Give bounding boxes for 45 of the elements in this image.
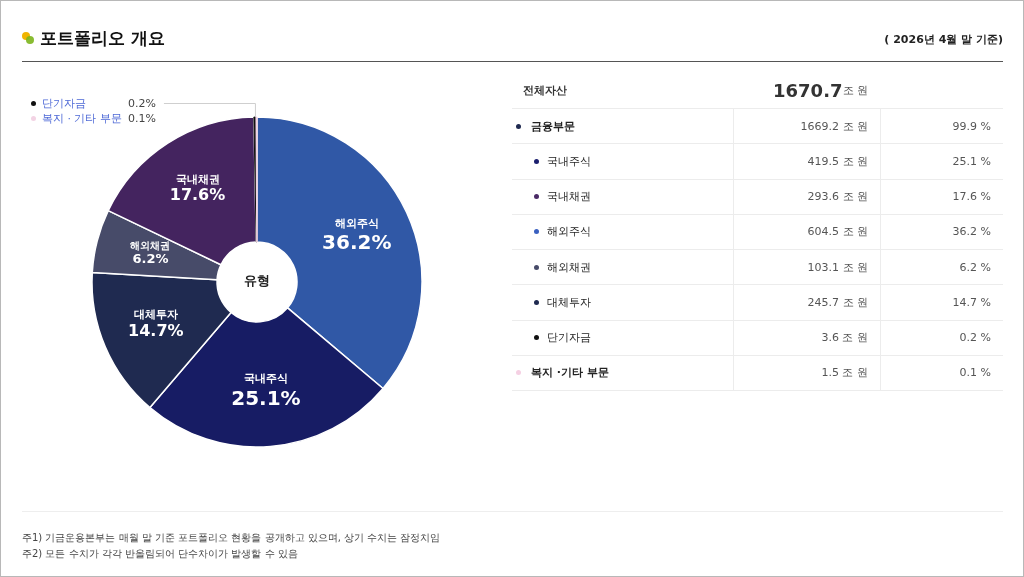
category-label: 해외채권 xyxy=(547,260,591,274)
text: 6.2 % xyxy=(959,260,991,274)
text: 604.5 조 원 xyxy=(807,225,868,239)
text: 99.9 % xyxy=(952,119,991,133)
legend-label: 복지 · 기타 부문 xyxy=(42,111,122,126)
data-label: 0.2% xyxy=(128,96,156,111)
text: 36.2 % xyxy=(952,225,991,239)
text: 0.1 % xyxy=(959,366,991,380)
data-label: 6.2% xyxy=(132,251,169,267)
text: 1.5 조 원 xyxy=(821,366,868,380)
text: 0.2 % xyxy=(959,331,991,345)
category-label: 국내채권 xyxy=(547,190,591,204)
legend-label: 단기자금 xyxy=(42,96,86,111)
category-label: 국내주식 xyxy=(547,154,591,168)
text: 주1) 기금운용본부는 매월 말 기준 포트폴리오 현황을 공개하고 있으며, 상기 수치는 잠정치임 xyxy=(22,531,442,545)
category-label: 전체자산 xyxy=(523,83,567,97)
category-label: 대체투자 xyxy=(547,295,591,309)
chart-title: 포트폴리오 개요 xyxy=(40,27,165,49)
text: 주2) 모든 수치가 각각 반올림되어 단수차이가 발생할 수 있음 xyxy=(22,547,299,561)
data-label: 36.2% xyxy=(322,230,392,255)
slice-label: 해외주식 xyxy=(334,216,379,230)
text: 14.7 % xyxy=(952,295,991,309)
slice-label: 해외채권 xyxy=(130,240,171,252)
slice-label: 국내채권 xyxy=(175,172,220,186)
text: 17.6 % xyxy=(952,190,991,204)
data-label: 25.1% xyxy=(231,386,301,411)
category-label: 단기자금 xyxy=(547,331,591,345)
text: ( 2026년 4월 말 기준) xyxy=(884,33,1003,47)
slice-label: 대체투자 xyxy=(133,308,178,322)
category-label: 금융부문 xyxy=(531,119,575,133)
slice-label: 국내주식 xyxy=(243,372,288,386)
text: 245.7 조 원 xyxy=(807,295,868,309)
text: 103.1 조 원 xyxy=(807,260,868,274)
text: 293.6 조 원 xyxy=(807,190,868,204)
text: 419.5 조 원 xyxy=(807,154,868,168)
category-label: 복지 ·기타 부문 xyxy=(531,366,609,380)
text: 1669.2 조 원 xyxy=(800,119,868,133)
text: 25.1 % xyxy=(952,154,991,168)
category-label: 해외주식 xyxy=(547,225,591,239)
data-label: 0.1% xyxy=(128,111,156,126)
text: 유형 xyxy=(244,273,270,289)
data-label: 14.7% xyxy=(128,321,184,341)
text: 3.6 조 원 xyxy=(821,331,868,345)
text: 1670.7조 원 xyxy=(773,79,868,101)
data-label: 17.6% xyxy=(169,185,226,205)
